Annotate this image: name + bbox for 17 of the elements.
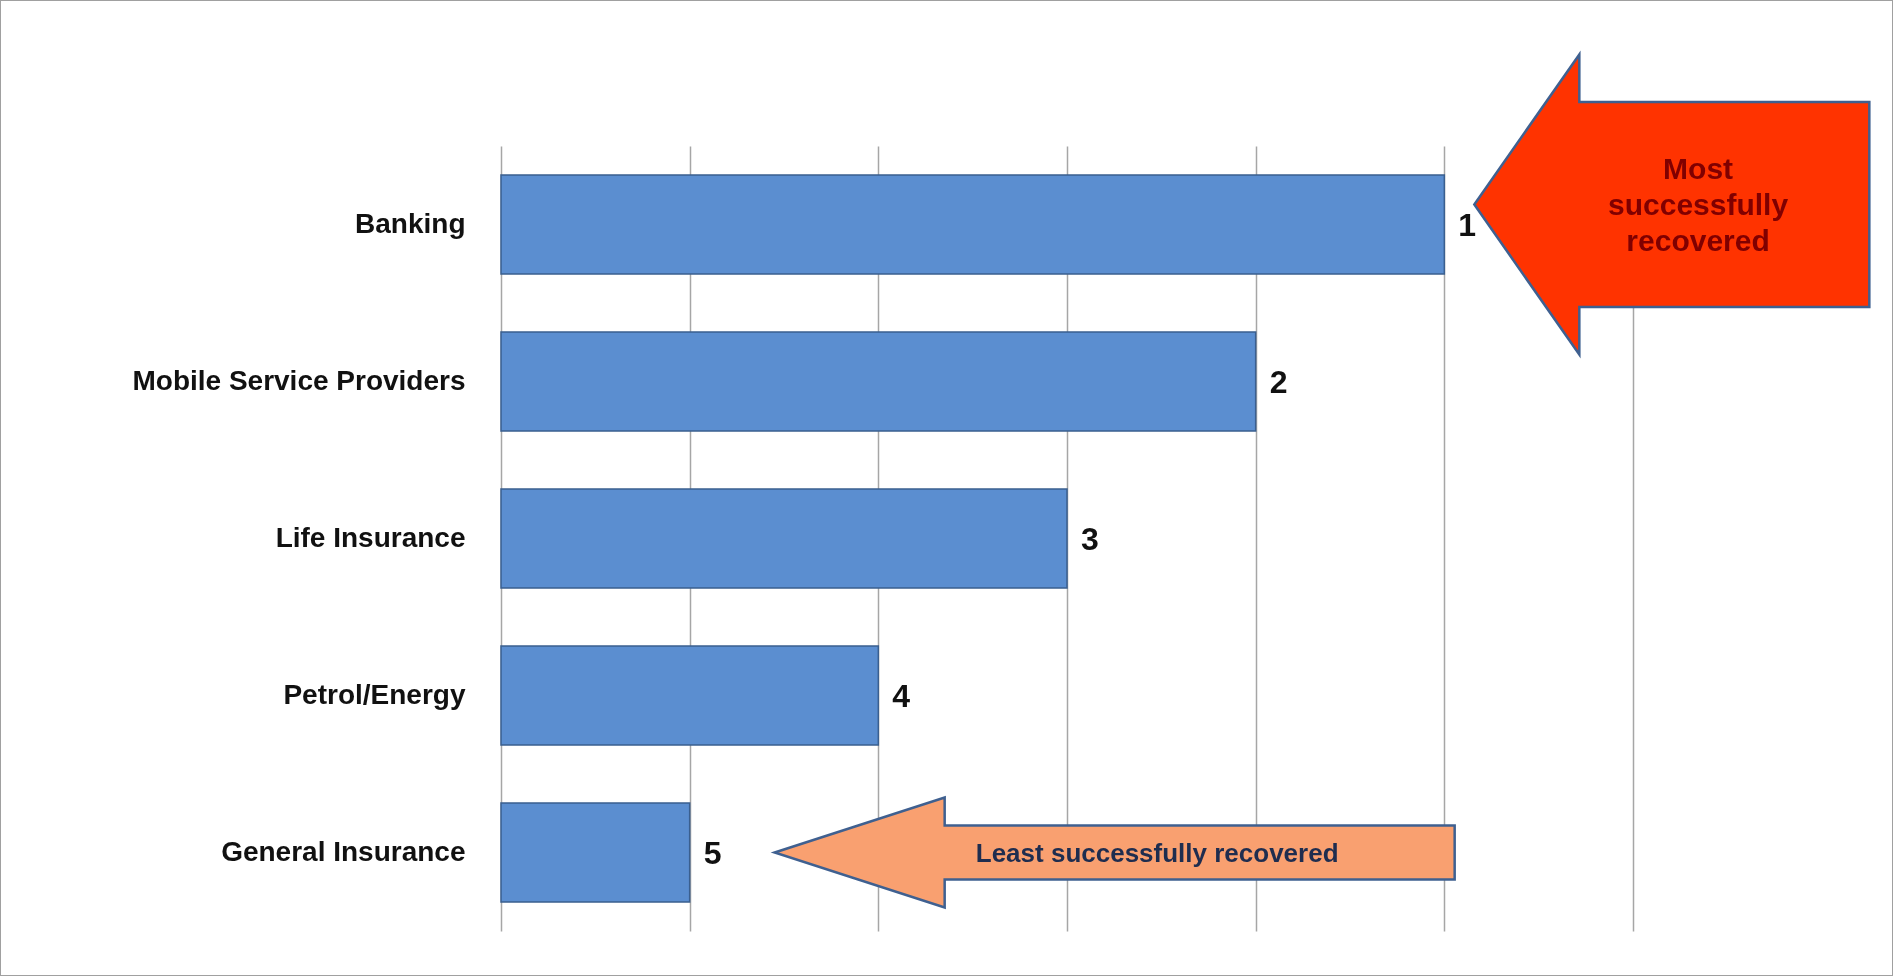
bar — [500, 488, 1068, 589]
annotation: 1 — [1458, 206, 1477, 243]
annotation: Least successfully recovered — [975, 837, 1339, 868]
bar — [500, 331, 1257, 432]
y-tick-label: General Insurance — [221, 835, 466, 867]
annotation: 3 — [1081, 520, 1099, 557]
text: Most successfully recovered — [1608, 152, 1789, 257]
annotation: 4 — [892, 677, 911, 714]
y-tick-label: Petrol/Energy — [283, 678, 466, 710]
y-tick-label: Banking — [355, 207, 466, 239]
y-tick-label: Mobile Service Providers — [132, 364, 466, 396]
bar — [500, 645, 880, 746]
bar — [500, 174, 1446, 275]
y-tick-label: Life Insurance — [275, 521, 466, 553]
annotation: 5 — [703, 834, 722, 871]
annotation: 2 — [1269, 363, 1288, 400]
bar — [500, 802, 691, 903]
